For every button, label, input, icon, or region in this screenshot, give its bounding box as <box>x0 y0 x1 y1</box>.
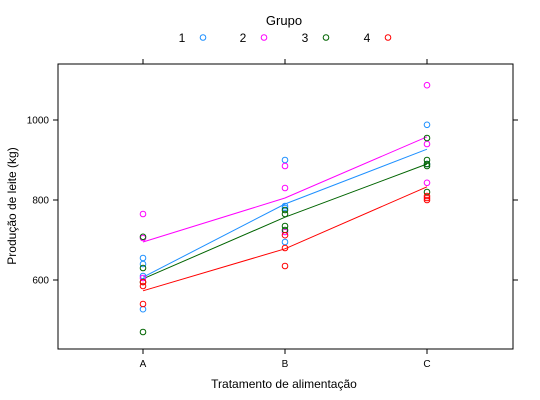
y-axis-label: Produção de leite (kg) <box>5 147 19 264</box>
data-point-grupo-4 <box>139 300 147 308</box>
data-point-grupo-4 <box>423 194 431 202</box>
y-tick-label: 1000 <box>27 116 50 127</box>
data-point-grupo-2 <box>281 184 289 192</box>
x-tick-label: A <box>140 359 147 370</box>
data-point-grupo-2 <box>139 210 147 218</box>
legend: 1 2 3 4 <box>179 31 392 45</box>
data-point-grupo-3 <box>139 328 147 336</box>
data-point-grupo-3 <box>281 210 289 218</box>
legend-marker-grupo-2 <box>260 34 268 41</box>
data-point-grupo-4 <box>281 244 289 252</box>
data-point-grupo-4 <box>423 192 431 200</box>
data-point-grupo-2 <box>423 81 431 89</box>
fit-line-grupo-4 <box>142 186 428 292</box>
axes: A B C 600 800 1000 <box>27 59 518 370</box>
data-point-grupo-4 <box>139 278 147 286</box>
data-point-grupo-2 <box>139 274 147 282</box>
data-point-grupo-4 <box>139 282 147 290</box>
legend-marker-grupo-3 <box>322 34 330 41</box>
data-point-grupo-1 <box>423 121 431 129</box>
data-point-grupo-3 <box>139 233 147 241</box>
legend-label-grupo-1: 1 <box>179 31 186 45</box>
legend-label-grupo-4: 4 <box>364 31 371 45</box>
data-point-grupo-3 <box>423 160 431 168</box>
legend-label-grupo-2: 2 <box>240 31 247 45</box>
fit-line-grupo-2 <box>142 136 428 243</box>
data-point-grupo-1 <box>281 202 289 210</box>
x-tick-label: B <box>282 359 289 370</box>
data-point-grupo-3 <box>423 156 431 164</box>
fit-lines <box>142 136 428 292</box>
data-point-grupo-4 <box>281 231 289 239</box>
data-point-grupo-1 <box>281 156 289 164</box>
data-point-grupo-4 <box>423 196 431 204</box>
data-point-grupo-3 <box>423 134 431 142</box>
legend-label-grupo-3: 3 <box>302 31 309 45</box>
data-point-grupo-3 <box>281 222 289 230</box>
data-point-grupo-3 <box>281 206 289 214</box>
data-points <box>139 81 431 336</box>
legend-title: Grupo <box>266 13 302 28</box>
fit-line-grupo-1 <box>142 148 428 278</box>
y-tick-label: 800 <box>32 196 49 207</box>
data-point-grupo-4 <box>281 262 289 270</box>
data-point-grupo-1 <box>281 238 289 246</box>
x-axis-label: Tratamento de alimentação <box>211 377 357 391</box>
data-point-grupo-1 <box>139 254 147 262</box>
legend-marker-grupo-1 <box>199 34 207 41</box>
data-point-grupo-3 <box>139 264 147 272</box>
y-tick-label: 600 <box>32 276 49 287</box>
fit-line-grupo-3 <box>142 163 428 280</box>
plot-frame <box>57 63 514 350</box>
legend-marker-grupo-4 <box>384 34 392 41</box>
x-tick-label: C <box>423 359 430 370</box>
data-point-grupo-2 <box>423 179 431 187</box>
data-point-grupo-2 <box>281 162 289 170</box>
data-point-grupo-2 <box>423 140 431 148</box>
